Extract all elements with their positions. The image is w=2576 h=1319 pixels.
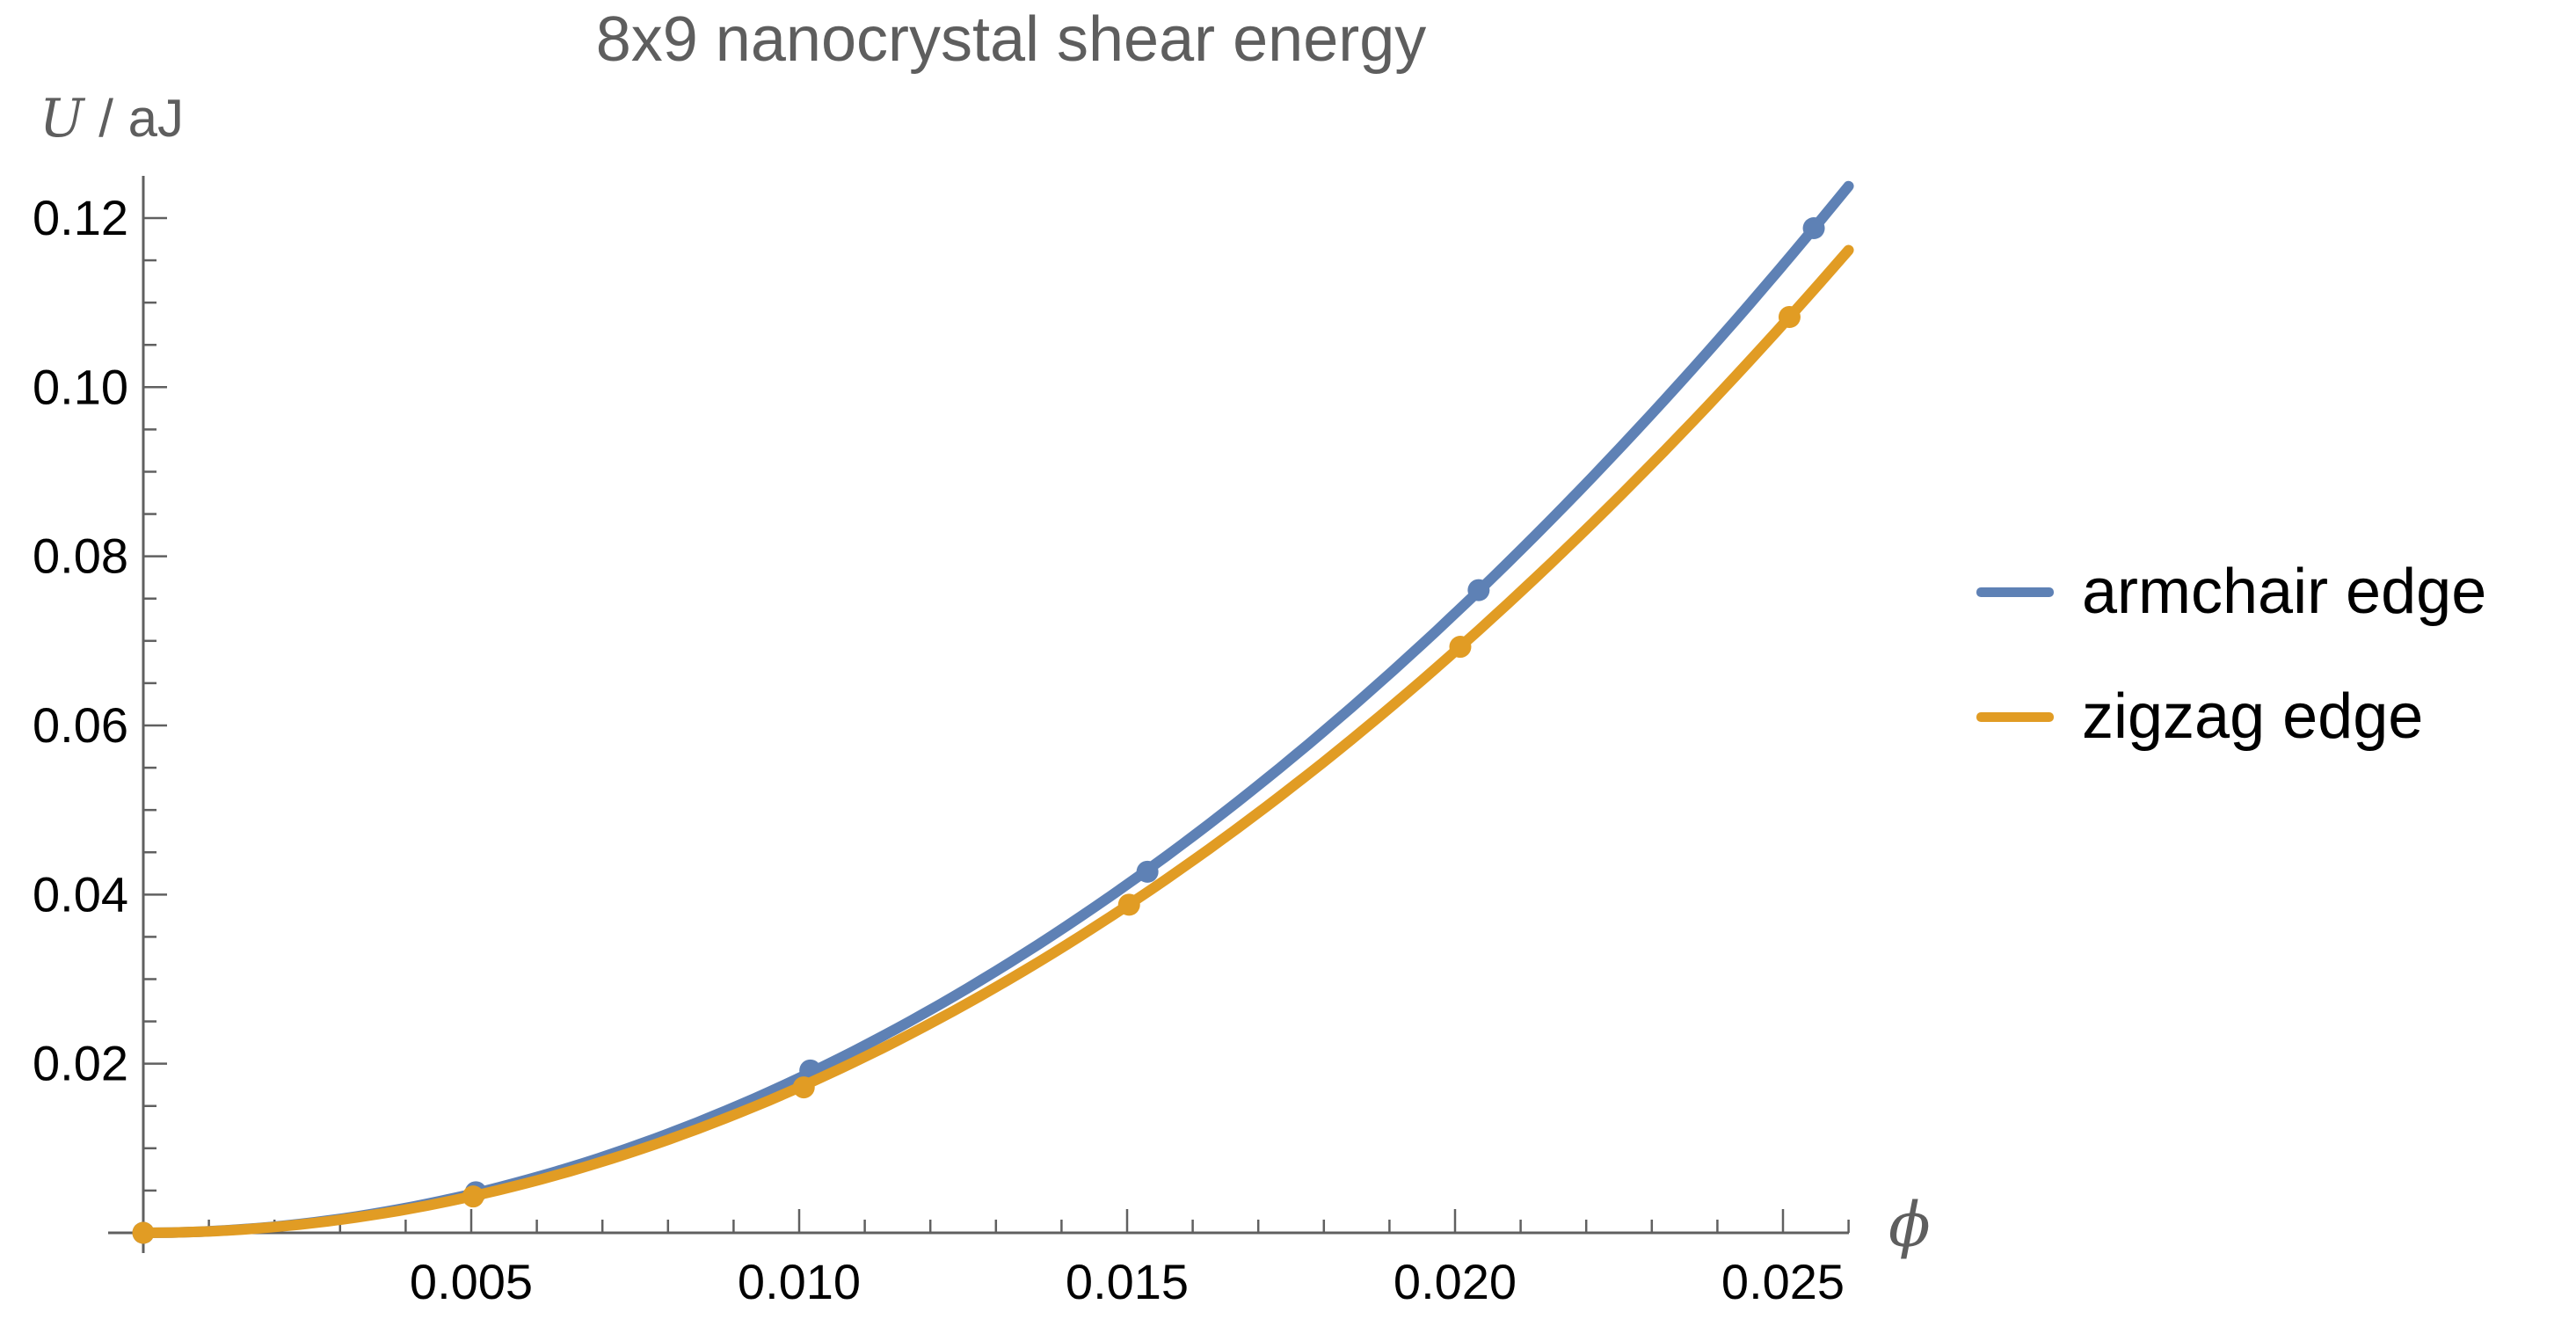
- x-tick-label: 0.005: [410, 1254, 533, 1309]
- x-tick-label: 0.010: [738, 1254, 861, 1309]
- series-zigzag-edge-curve: [138, 244, 1854, 1238]
- chart-title: 8x9 nanocrystal shear energy: [595, 4, 1427, 75]
- x-tick-label: 0.025: [1721, 1254, 1845, 1309]
- x-tick-label: 0.015: [1066, 1254, 1189, 1309]
- series-armchair-edge-marker: [1467, 579, 1490, 601]
- y-tick-label: 0.04: [33, 866, 128, 922]
- series-zigzag-edge-marker: [132, 1221, 155, 1244]
- y-tick-label: 0.08: [33, 528, 128, 584]
- series-zigzag-edge-marker: [1449, 636, 1472, 659]
- x-axis-label: ϕ: [1888, 1189, 1931, 1261]
- y-tick-label: 0.12: [33, 190, 128, 245]
- x-tick-label: 0.020: [1394, 1254, 1517, 1309]
- zigzag-line-swatch: [1976, 711, 2054, 722]
- y-axis-label-unit: / aJ: [84, 89, 184, 148]
- y-axis-label-symbol: U: [40, 88, 84, 149]
- series-zigzag-edge-marker: [1778, 305, 1801, 328]
- y-axis-label: U / aJ: [40, 88, 184, 149]
- legend-label-zigzag-edge: zigzag edge: [2082, 681, 2424, 752]
- legend-item-armchair-edge: armchair edge: [1976, 557, 2486, 627]
- series-zigzag-edge-marker: [1117, 893, 1140, 916]
- series-armchair-edge-curve: [138, 180, 1854, 1238]
- series-zigzag-edge-marker: [792, 1076, 815, 1099]
- y-tick-label: 0.02: [33, 1036, 128, 1091]
- legend-item-zigzag-edge: zigzag edge: [1976, 681, 2423, 752]
- y-tick-label: 0.06: [33, 697, 128, 753]
- armchair-line-swatch: [1976, 587, 2054, 597]
- legend-label-armchair-edge: armchair edge: [2082, 557, 2487, 627]
- series-zigzag-edge-marker: [462, 1185, 484, 1208]
- y-tick-label: 0.10: [33, 359, 128, 414]
- series-armchair-edge-marker: [1136, 860, 1159, 883]
- series-armchair-edge-marker: [1802, 217, 1825, 240]
